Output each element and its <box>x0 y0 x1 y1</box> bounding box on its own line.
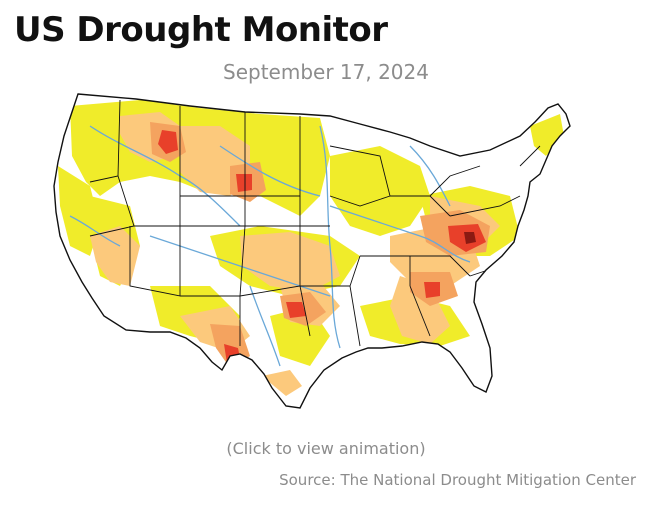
source-credit: Source: The National Drought Mitigation … <box>279 471 636 489</box>
us-drought-map[interactable] <box>30 86 600 436</box>
map-date-text: September 17, 2024 <box>223 60 429 84</box>
drought-map-link[interactable] <box>30 86 600 436</box>
page-title: US Drought Monitor <box>14 10 388 50</box>
map-date: September 17, 2024 <box>0 58 652 86</box>
view-animation-link[interactable]: (Click to view animation) <box>226 439 426 458</box>
us-outline <box>53 93 571 409</box>
